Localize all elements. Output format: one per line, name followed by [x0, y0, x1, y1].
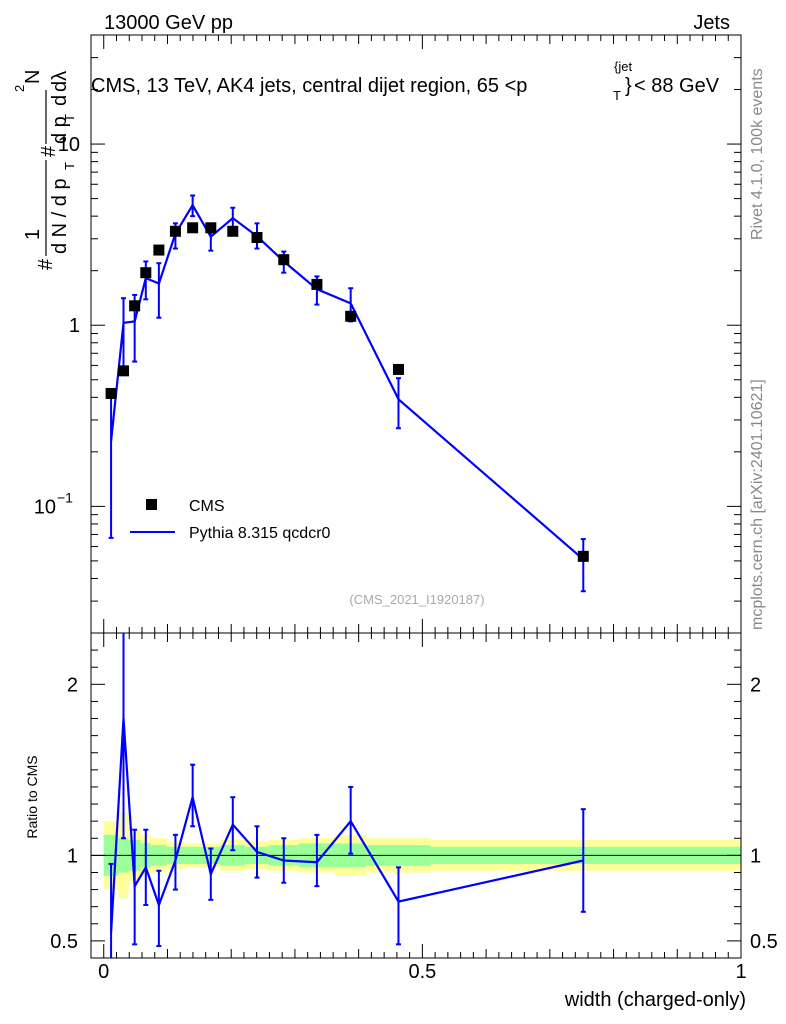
data-point: [118, 365, 129, 377]
energy-label: 13000 GeV pp: [104, 12, 233, 34]
legend-mc-label: Pythia 8.315 qcdcr0: [189, 525, 331, 542]
y-tick-label: 10: [58, 134, 80, 156]
category-label: Jets: [693, 12, 730, 34]
y-label-part: d p: [49, 116, 71, 144]
y-label-part: d N / d p: [49, 178, 71, 254]
y-label-part: d: [49, 95, 71, 106]
data-point: [227, 225, 239, 237]
title-sub: T: [613, 88, 621, 103]
ratio-y-tick-label-right: 2: [750, 674, 761, 696]
ratio-frame: [90, 632, 742, 959]
data-point: [392, 363, 404, 375]
rivet-label: Rivet 4.1.0, 100k events: [749, 68, 766, 240]
mc-line: [110, 203, 585, 561]
y-tick-exponent: −1: [57, 489, 73, 505]
y-label-part: dλ: [49, 71, 71, 92]
y-axis-label: # 1 d N / d p T # d p T d 2 N dλ: [12, 70, 77, 270]
source-label: mcplots.cern.ch [arXiv:2401.10621]: [749, 379, 766, 630]
y-label-part: T: [62, 114, 77, 122]
x-tick-label: 1: [735, 961, 746, 983]
legend: CMS Pythia 8.315 qcdcr0: [130, 498, 331, 542]
data-point: [140, 267, 152, 279]
x-tick-label: 0.5: [408, 961, 436, 983]
ratio-y-tick-label: 2: [67, 674, 78, 696]
y-label-part: #: [38, 145, 60, 157]
title-sup-close: }: [625, 75, 632, 97]
plot-title: CMS, 13 TeV, AK4 jets, central dijet reg…: [91, 59, 720, 103]
data-point: [278, 254, 290, 266]
x-tick-label: 0: [98, 961, 109, 983]
ratio-mc-line: [110, 718, 584, 933]
data-point: [345, 310, 357, 322]
data-point: [205, 222, 217, 234]
data-point: [251, 231, 263, 243]
ratio-y-tick-label: 0.5: [50, 931, 78, 953]
title-sup: {jet: [614, 59, 632, 74]
data-point: [187, 222, 199, 234]
ratio-y-tick-label-right: 1: [750, 845, 761, 867]
y-label-part: 1: [22, 229, 44, 240]
legend-cms-marker: [146, 499, 157, 510]
data-point: [311, 278, 323, 290]
data-point: [105, 387, 117, 399]
data-point: [129, 300, 141, 312]
title-tail: < 88 GeV: [634, 75, 720, 97]
y-tick-label: 1: [69, 315, 80, 337]
x-axis-label: width (charged-only): [564, 989, 746, 1011]
y-tick-label: 10: [34, 496, 56, 518]
data-point: [153, 244, 165, 256]
ratio-y-tick-label: 1: [67, 845, 78, 867]
y-label-part: N: [22, 70, 44, 84]
y-label-part: #: [35, 258, 57, 270]
legend-cms-label: CMS: [189, 498, 225, 515]
title-main: CMS, 13 TeV, AK4 jets, central dijet reg…: [91, 75, 527, 97]
data-point: [577, 550, 589, 562]
y-label-part: 2: [12, 85, 27, 92]
y-label-part: T: [62, 162, 77, 170]
data-point: [169, 225, 181, 237]
ratio-panel: 0 0.5 10.5 0.51 12 2: [50, 35, 778, 983]
ratio-y-label: Ratio to CMS: [24, 755, 40, 838]
ratio-y-tick-label-right: 0.5: [750, 931, 778, 953]
analysis-id: (CMS_2021_I1920187): [349, 592, 484, 607]
main-frame: [90, 34, 742, 634]
